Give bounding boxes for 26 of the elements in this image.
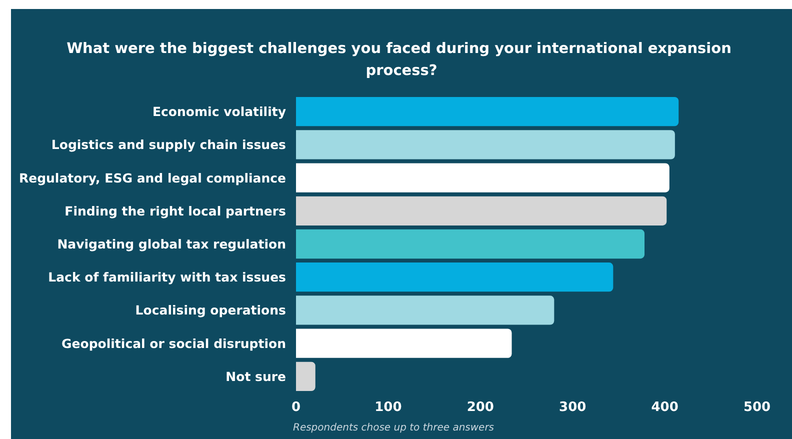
bar: [296, 96, 679, 126]
bar: [296, 262, 614, 292]
x-tick-label: 0: [291, 400, 301, 415]
y-tick-label: Lack of familiarity with tax issues: [48, 270, 286, 285]
chart-title: What were the biggest challenges you faced during your international expansion process?: [66, 41, 736, 79]
y-tick-label: Geopolitical or social disruption: [62, 336, 286, 351]
y-tick-label: Localising operations: [135, 302, 286, 318]
y-tick-label: Regulatory, ESG and legal compliance: [18, 170, 286, 186]
y-tick-label: Logistics and supply chain issues: [51, 137, 286, 152]
y-tick-label: Economic volatility: [152, 104, 286, 120]
bar: [296, 130, 675, 160]
bar: [296, 328, 512, 358]
y-tick-label: Navigating global tax regulation: [57, 236, 286, 252]
bar: [296, 163, 670, 192]
bar: [296, 229, 645, 259]
bar: [296, 196, 667, 226]
text: Respondents chose up to three answers: [293, 422, 494, 434]
x-tick-label: 400: [651, 400, 678, 415]
y-tick-label: Not sure: [226, 368, 286, 384]
bar: [296, 296, 554, 325]
x-tick-label: 500: [743, 400, 771, 415]
x-tick-label: 200: [466, 400, 494, 415]
y-tick-label: Finding the right local partners: [64, 203, 286, 218]
x-tick-label: 300: [559, 400, 586, 415]
bar: [296, 362, 316, 392]
x-tick-label: 100: [374, 400, 402, 415]
